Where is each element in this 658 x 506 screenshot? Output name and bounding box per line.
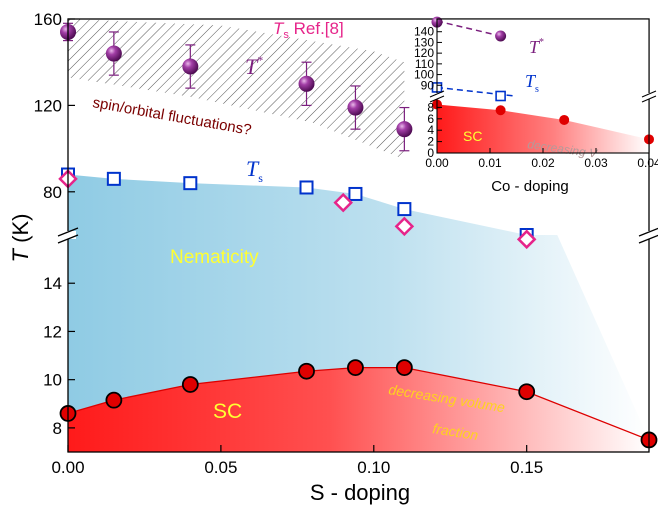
y-tick-label: 80: [43, 183, 62, 202]
inset-break-2: [429, 95, 445, 103]
tc-point: [181, 376, 199, 393]
inset-ts-point: [495, 90, 506, 102]
sc-label: SC: [213, 400, 242, 423]
x-tick-label: 0.05: [204, 458, 237, 477]
inset-sc-label: SC: [463, 128, 482, 144]
ts-point: [397, 202, 412, 217]
main-lines: [67, 366, 650, 441]
main-axes: [57, 18, 658, 453]
axis-break-gap-right: [641, 231, 657, 239]
inset-x-axis-title: Co - doping: [491, 178, 569, 195]
inset-plot: decreasing V SC T* Ts 0.00 0.01 0.02 0.03 0.…: [414, 16, 658, 195]
inset-t-star-line: [436, 20, 501, 37]
y-tick-label: 160: [34, 10, 62, 29]
axis-break-left-2: [57, 234, 79, 244]
inset-y-tick-label: 0: [427, 146, 434, 160]
inset-x-tick-label: 0.04: [637, 156, 658, 170]
ts-point: [299, 180, 314, 195]
tc-point: [298, 362, 315, 380]
axis-break-left-1: [57, 227, 79, 237]
ts-point: [348, 186, 363, 201]
inset-y-tick-label: 120: [414, 46, 434, 60]
ts-label: Ts: [246, 156, 263, 185]
inset-x-tick-label: 0.01: [478, 156, 502, 170]
inset-y-tick-label: 2: [427, 135, 434, 149]
inset-x-tick-label: 0.02: [531, 156, 555, 170]
y-axis-title: T (K): [8, 214, 33, 263]
inset-y-tick-label: 6: [427, 112, 434, 126]
inset-t-star-label: T*: [529, 37, 544, 57]
inset-y-tick-label: 90: [421, 78, 435, 92]
ts-ref-point: [394, 216, 415, 237]
y-tick-label: 120: [34, 96, 62, 115]
inset-y-tick-label: 4: [427, 123, 434, 137]
fluctuation-band: [68, 19, 405, 160]
tc-point: [395, 359, 413, 377]
inset-y-tick-label: 110: [415, 57, 434, 71]
x-tick-label: 0.00: [51, 458, 84, 477]
t-star-point: [396, 121, 413, 138]
y-tick-label: 14: [43, 274, 62, 293]
t-star-point: [105, 45, 122, 62]
tc-point: [347, 359, 364, 377]
ts-point: [106, 171, 121, 186]
inset-y-tick-label: 130: [414, 35, 434, 49]
inset-y-tick-label: 8: [427, 100, 434, 114]
inset-y-tick-label: 100: [414, 68, 434, 82]
inset-ts-label: Ts: [525, 71, 539, 95]
ts-ref-label: Ts Ref.[8]: [273, 19, 344, 41]
axis-break-right-1: [638, 227, 658, 237]
tc-line: [67, 366, 650, 441]
inset-x-tick-label: 0.03: [584, 156, 608, 170]
inset-y-tick-label: 140: [414, 25, 434, 39]
ts-ref-point: [333, 192, 353, 213]
volume-fraction-line2: fraction: [432, 420, 480, 443]
inset-tc-point: [495, 105, 506, 116]
ts-ref-point: [516, 229, 537, 250]
nematicity-label: Nematicity: [170, 247, 259, 268]
ts-point: [183, 176, 198, 191]
tc-point: [105, 391, 123, 409]
nematic-region: [68, 174, 649, 440]
x-tick-label: 0.15: [510, 458, 543, 477]
x-axis-title: S - doping: [310, 480, 410, 505]
tc-point: [518, 383, 536, 401]
inset-break-3: [641, 90, 657, 98]
y-tick-label: 10: [43, 371, 62, 390]
axis-break-right-2: [638, 234, 658, 244]
t-star-point: [298, 75, 315, 92]
y-tick-label: 12: [43, 322, 62, 341]
t-star-label: T*: [245, 53, 263, 79]
t-star-point: [347, 99, 364, 116]
inset-sc-region: [437, 104, 649, 153]
inset-regions: [437, 104, 649, 153]
inset-x-tick-label: 0.00: [425, 156, 449, 170]
x-tick-label: 0.10: [357, 458, 390, 477]
axis-break-gap-left: [60, 231, 76, 239]
inset-break-4: [641, 95, 657, 103]
inset-t-star-point: [495, 30, 507, 42]
t-star-point: [182, 58, 199, 75]
inset-break-gap: [431, 93, 443, 99]
inset-break-gap-right: [643, 93, 655, 99]
y-tick-label: 8: [53, 419, 62, 438]
inset-tc-point: [559, 114, 570, 125]
inset-break-1: [429, 90, 445, 98]
phase-regions: [68, 19, 649, 452]
sc-region: [68, 367, 649, 452]
